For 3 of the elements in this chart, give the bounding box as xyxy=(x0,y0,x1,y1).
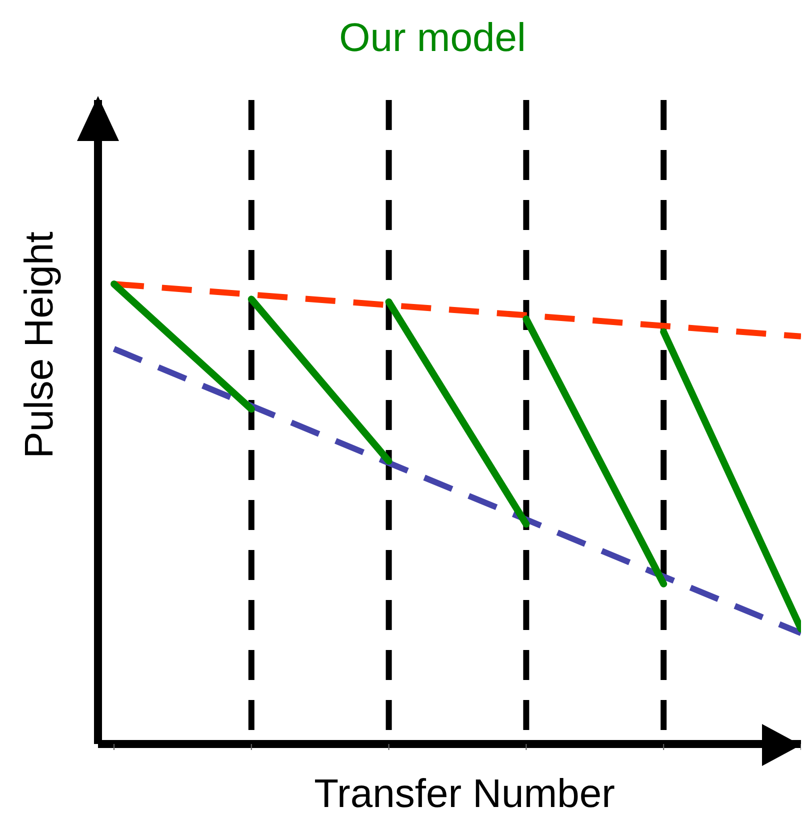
y-axis-title: Pulse Height xyxy=(18,232,62,458)
x-axis-title: Transfer Number xyxy=(313,772,616,817)
chart-title: Our model xyxy=(338,16,527,61)
